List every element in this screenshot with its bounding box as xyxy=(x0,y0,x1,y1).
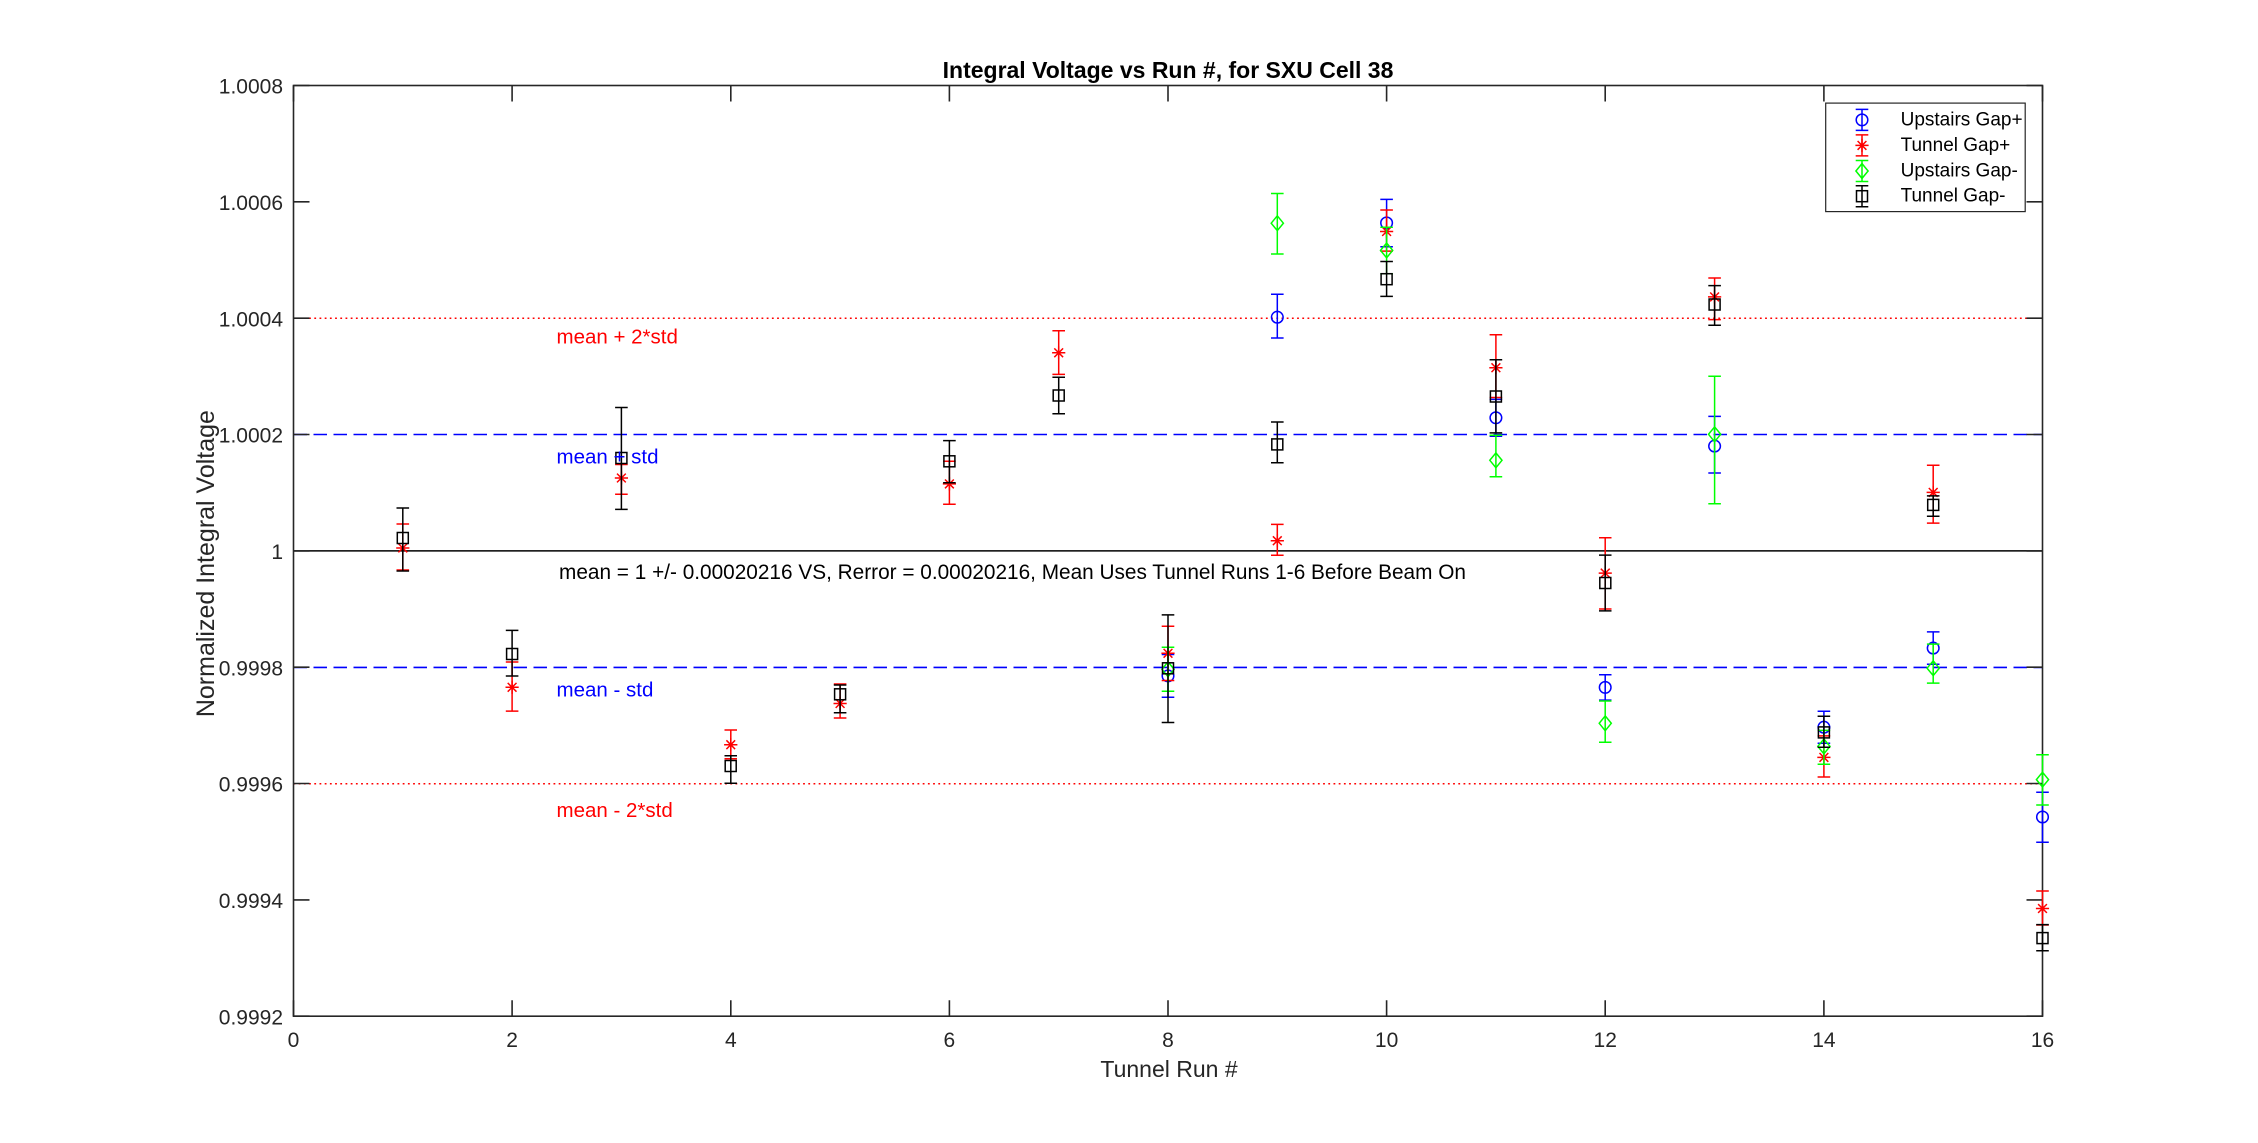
svg-text:mean + 2*std: mean + 2*std xyxy=(557,326,678,349)
svg-text:mean - 2*std: mean - 2*std xyxy=(557,799,673,822)
svg-text:Tunnel Gap-: Tunnel Gap- xyxy=(1901,186,2006,207)
svg-text:1.0006: 1.0006 xyxy=(219,192,283,215)
svg-text:mean - std: mean - std xyxy=(557,678,654,701)
svg-text:8: 8 xyxy=(1162,1029,1174,1052)
svg-text:Normalized Integral Voltage: Normalized Integral Voltage xyxy=(192,410,220,717)
svg-text:Tunnel Gap+: Tunnel Gap+ xyxy=(1901,135,2011,156)
svg-text:10: 10 xyxy=(1375,1029,1398,1052)
svg-text:0.9994: 0.9994 xyxy=(219,890,284,913)
svg-text:14: 14 xyxy=(1812,1029,1836,1052)
svg-text:2: 2 xyxy=(506,1029,518,1052)
svg-text:Upstairs Gap-: Upstairs Gap- xyxy=(1901,161,2018,182)
svg-text:12: 12 xyxy=(1594,1029,1617,1052)
svg-text:4: 4 xyxy=(725,1029,737,1052)
svg-text:Tunnel Run #: Tunnel Run # xyxy=(1100,1056,1237,1082)
svg-text:Upstairs Gap+: Upstairs Gap+ xyxy=(1901,109,2023,130)
svg-text:mean = 1 +/- 0.00020216 VS, Re: mean = 1 +/- 0.00020216 VS, Rerror = 0.0… xyxy=(559,561,1466,584)
svg-text:Integral Voltage vs Run #, for: Integral Voltage vs Run #, for SXU Cell … xyxy=(943,57,1394,83)
svg-text:1: 1 xyxy=(271,541,283,564)
svg-text:mean + std: mean + std xyxy=(557,446,659,469)
svg-text:0: 0 xyxy=(288,1029,300,1052)
svg-text:1.0004: 1.0004 xyxy=(219,308,284,331)
svg-text:16: 16 xyxy=(2031,1029,2054,1052)
svg-text:1.0002: 1.0002 xyxy=(219,425,283,448)
svg-text:0.9998: 0.9998 xyxy=(219,657,283,680)
svg-text:0.9996: 0.9996 xyxy=(219,774,283,797)
svg-text:1.0008: 1.0008 xyxy=(219,76,283,99)
svg-text:6: 6 xyxy=(944,1029,956,1052)
svg-text:0.9992: 0.9992 xyxy=(219,1006,283,1029)
